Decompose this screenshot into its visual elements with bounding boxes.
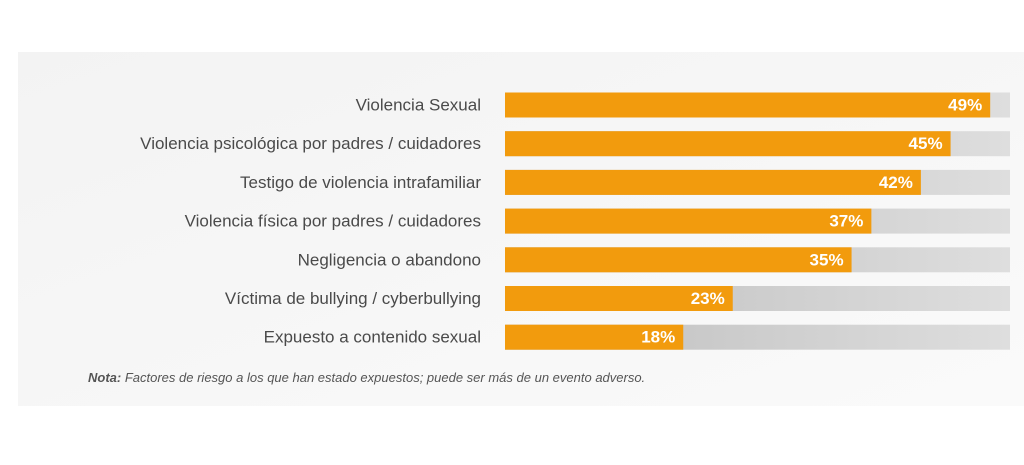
value-label: 49% xyxy=(948,95,982,114)
bar xyxy=(505,324,684,350)
category-label: Expuesto a contenido sexual xyxy=(264,328,481,347)
value-label: 23% xyxy=(691,289,725,308)
category-label: Negligencia o abandono xyxy=(298,250,481,269)
bar xyxy=(505,92,991,118)
category-label: Víctima de bullying / cyberbullying xyxy=(225,289,481,308)
bar xyxy=(505,247,852,273)
category-label: Violencia Sexual xyxy=(356,95,481,114)
category-label: Testigo de violencia intrafamiliar xyxy=(240,173,481,192)
bar xyxy=(505,169,921,195)
note-label: Nota: xyxy=(88,370,121,385)
category-label: Violencia psicológica por padres / cuida… xyxy=(140,134,481,153)
bar xyxy=(505,208,872,234)
note-text: Factores de riesgo a los que han estado … xyxy=(125,370,645,385)
value-label: 45% xyxy=(909,134,943,153)
value-label: 42% xyxy=(879,173,913,192)
value-label: 18% xyxy=(641,328,675,347)
bar xyxy=(505,286,733,311)
value-label: 35% xyxy=(810,250,844,269)
value-label: 37% xyxy=(829,212,863,231)
category-label: Violencia física por padres / cuidadores xyxy=(185,212,481,231)
bar xyxy=(505,131,951,157)
note: Nota: Factores de riesgo a los que han e… xyxy=(88,370,645,385)
